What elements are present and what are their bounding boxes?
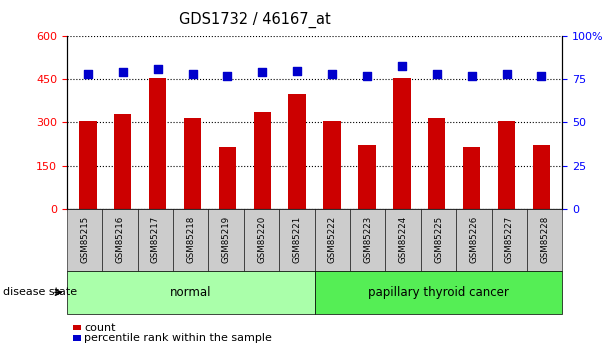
Text: GSM85222: GSM85222: [328, 216, 337, 263]
Bar: [323, 121, 341, 209]
Point: [257, 70, 267, 75]
Text: papillary thyroid cancer: papillary thyroid cancer: [368, 286, 509, 299]
Text: percentile rank within the sample: percentile rank within the sample: [84, 333, 272, 343]
Point: [118, 70, 128, 75]
Bar: [254, 112, 271, 209]
Text: GSM85224: GSM85224: [399, 216, 407, 263]
Bar: [184, 118, 201, 209]
Text: GDS1732 / 46167_at: GDS1732 / 46167_at: [179, 12, 331, 28]
Bar: [114, 114, 131, 209]
Text: GSM85215: GSM85215: [80, 216, 89, 263]
Bar: [358, 146, 376, 209]
Bar: [79, 121, 97, 209]
Text: normal: normal: [170, 286, 212, 299]
Bar: [288, 94, 306, 209]
Point: [362, 73, 372, 79]
Text: GSM85216: GSM85216: [116, 216, 125, 263]
Text: GSM85227: GSM85227: [505, 216, 514, 263]
Point: [502, 71, 511, 77]
Text: GSM85217: GSM85217: [151, 216, 160, 263]
Bar: [533, 146, 550, 209]
Text: GSM85226: GSM85226: [469, 216, 478, 263]
Point: [292, 68, 302, 73]
Text: GSM85218: GSM85218: [186, 216, 195, 263]
Text: GSM85219: GSM85219: [222, 216, 230, 263]
Point: [153, 66, 162, 72]
Text: GSM85223: GSM85223: [363, 216, 372, 263]
Point: [188, 71, 198, 77]
Point: [537, 73, 547, 79]
Point: [83, 71, 92, 77]
Bar: [219, 147, 236, 209]
Bar: [498, 121, 516, 209]
Text: GSM85220: GSM85220: [257, 216, 266, 263]
Point: [467, 73, 477, 79]
Point: [223, 73, 232, 79]
Text: GSM85225: GSM85225: [434, 216, 443, 263]
Text: count: count: [84, 323, 116, 333]
Bar: [149, 78, 167, 209]
Bar: [463, 147, 480, 209]
Text: GSM85228: GSM85228: [540, 216, 549, 263]
Text: GSM85221: GSM85221: [292, 216, 302, 263]
Bar: [428, 118, 446, 209]
Point: [432, 71, 441, 77]
Point: [327, 71, 337, 77]
Point: [397, 63, 407, 68]
Text: disease state: disease state: [3, 287, 77, 297]
Bar: [393, 78, 410, 209]
